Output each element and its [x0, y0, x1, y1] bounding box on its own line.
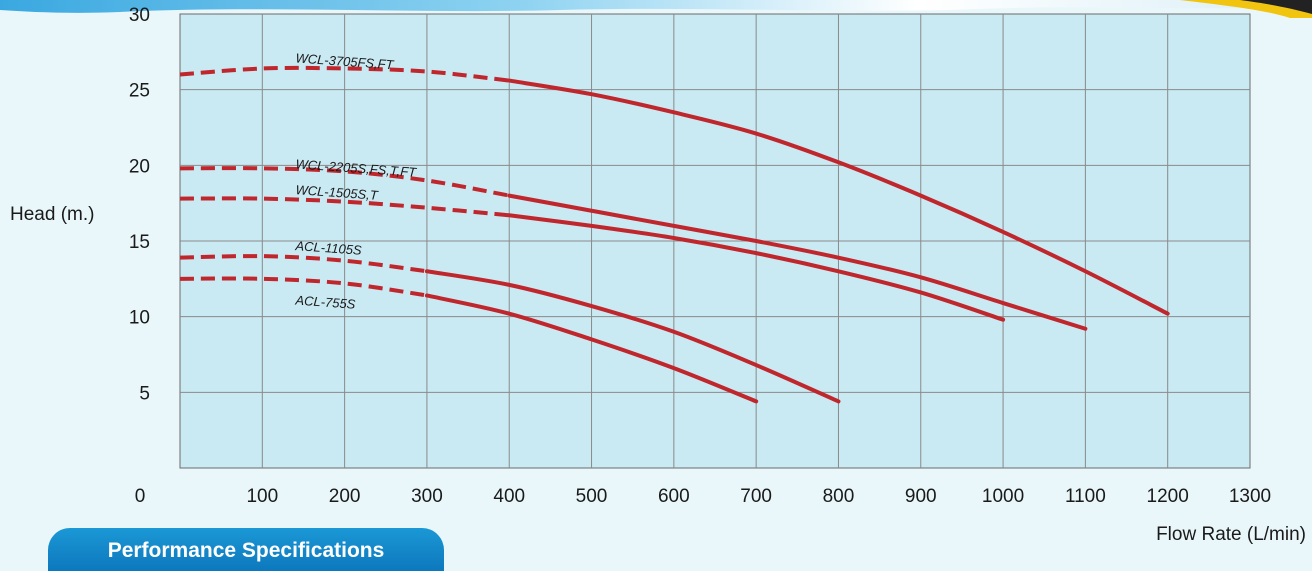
x-tick-label: 0: [135, 486, 146, 507]
y-axis-ticks: 5 10 15 20 25 30: [129, 5, 150, 404]
curve-label: WCL-3705FS,FT: [295, 50, 395, 72]
curve-solid-3: [507, 213, 1006, 322]
curve-dashed-3: [179, 196, 510, 218]
performance-specifications-tab[interactable]: Performance Specifications: [48, 528, 444, 571]
x-tick-label: 300: [411, 486, 443, 507]
y-tick-label: 20: [129, 156, 150, 177]
curve-label: ACL-1105S: [294, 238, 362, 258]
curve-dashed-2: [179, 166, 510, 198]
x-tick-label: 500: [576, 486, 608, 507]
y-tick-label: 30: [129, 5, 150, 26]
pump-performance-chart: 0 100 200 300 400 500 600 700 800 900 1000 1100 1200…: [129, 5, 1271, 507]
curve-dashed-4: [179, 254, 428, 274]
curve-solid-2: [507, 193, 1088, 331]
curve-dashed-5: [179, 276, 428, 298]
gridlines: [180, 14, 1250, 468]
curve-label: ACL-755S: [294, 293, 356, 312]
x-tick-label: 700: [740, 486, 772, 507]
curve-solid-1: [507, 78, 1170, 316]
x-axis-ticks: 0 100 200 300 400 500 600 700 800 900 1000 1100 1200…: [135, 486, 1271, 507]
y-tick-label: 25: [129, 81, 150, 102]
curve-labels: WCL-3705FS,FTWCL-2205S,FS,T,FTWCL-1505S,…: [294, 50, 418, 311]
x-tick-label: 200: [329, 486, 361, 507]
curve-label: WCL-1505S,T: [295, 182, 379, 203]
curve-solid-4: [424, 269, 841, 404]
y-tick-label: 5: [139, 383, 150, 404]
x-axis-label: Flow Rate (L/min): [1156, 524, 1306, 545]
x-tick-label: 1300: [1229, 486, 1271, 507]
y-tick-label: 10: [129, 308, 150, 329]
decorative-water-banner: [0, 0, 1312, 18]
x-tick-label: 600: [658, 486, 690, 507]
pump-curves: [179, 65, 1170, 404]
curve-dashed-1: [179, 65, 510, 83]
x-tick-label: 900: [905, 486, 937, 507]
y-axis-label: Head (m.): [10, 204, 95, 225]
x-tick-label: 1100: [1065, 486, 1106, 507]
x-tick-label: 1200: [1147, 486, 1189, 507]
x-tick-label: 1000: [982, 486, 1024, 507]
curve-solid-5: [424, 293, 759, 404]
x-tick-label: 100: [246, 486, 278, 507]
x-tick-label: 800: [823, 486, 855, 507]
y-tick-label: 15: [129, 232, 150, 253]
x-tick-label: 400: [493, 486, 525, 507]
